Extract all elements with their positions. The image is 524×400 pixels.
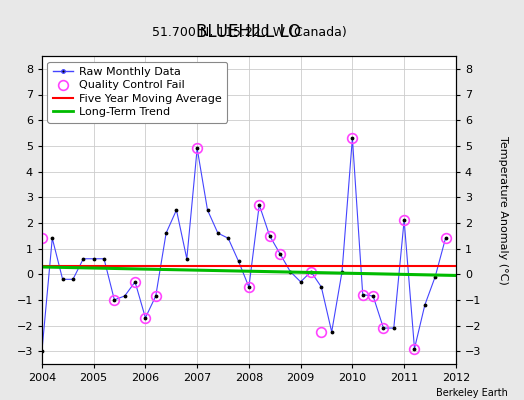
Title: BLUEHILL LO: BLUEHILL LO xyxy=(196,22,301,40)
Text: 51.700 N, 115.220 W (Canada): 51.700 N, 115.220 W (Canada) xyxy=(151,26,346,39)
Legend: Raw Monthly Data, Quality Control Fail, Five Year Moving Average, Long-Term Tren: Raw Monthly Data, Quality Control Fail, … xyxy=(48,62,227,123)
Text: Berkeley Earth: Berkeley Earth xyxy=(436,388,508,398)
Y-axis label: Temperature Anomaly (°C): Temperature Anomaly (°C) xyxy=(498,136,508,284)
